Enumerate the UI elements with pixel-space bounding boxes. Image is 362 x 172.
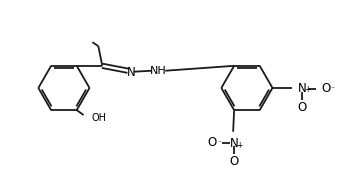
Text: N: N: [298, 82, 306, 95]
Text: +: +: [304, 85, 310, 94]
Text: ⁻: ⁻: [217, 138, 222, 147]
Text: O: O: [298, 101, 307, 114]
Text: O: O: [230, 155, 239, 168]
Text: O: O: [321, 82, 330, 95]
Text: O: O: [208, 136, 217, 149]
Text: N: N: [126, 66, 135, 79]
Text: ⁻: ⁻: [331, 84, 334, 93]
Text: +: +: [236, 141, 242, 150]
Text: NH: NH: [150, 66, 167, 76]
Text: OH: OH: [92, 113, 106, 123]
Text: N: N: [230, 137, 239, 150]
